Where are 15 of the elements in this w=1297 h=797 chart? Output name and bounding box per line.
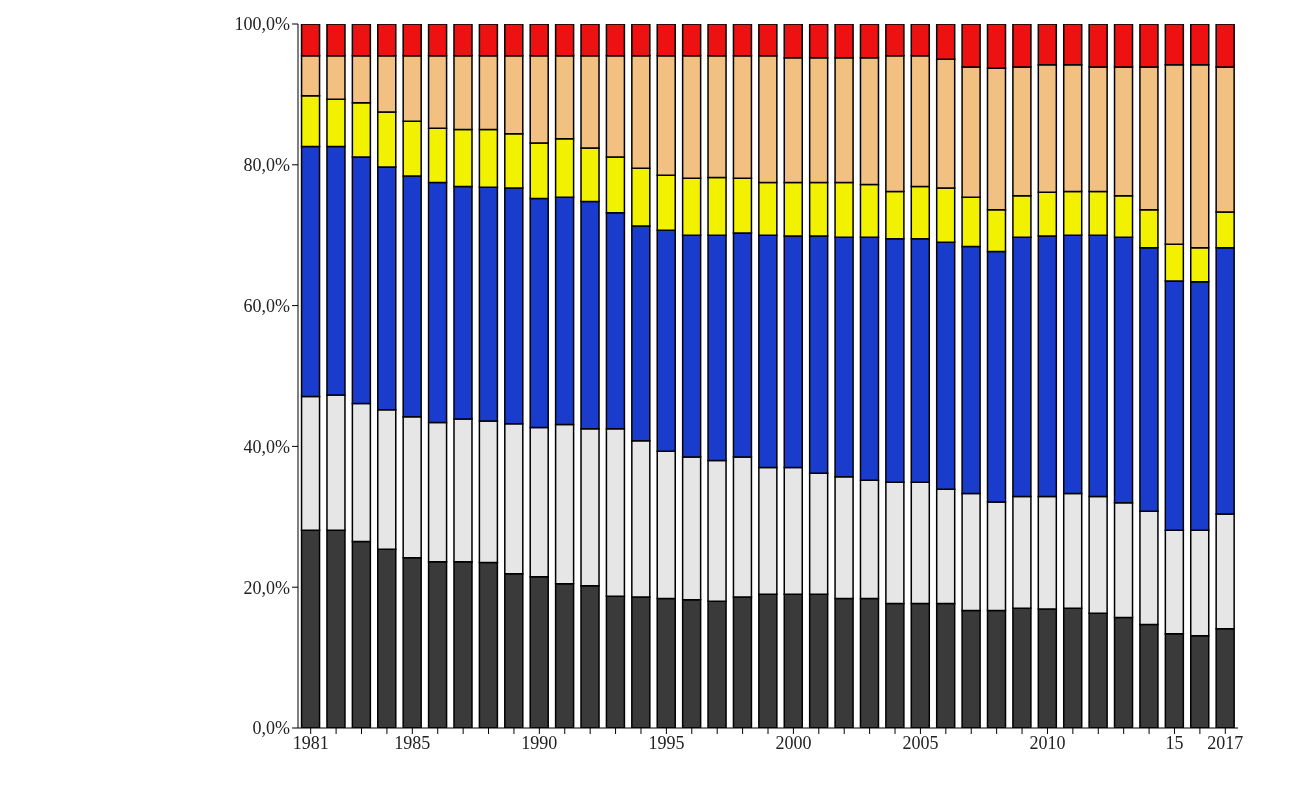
x-tick-label: 1985 (394, 732, 431, 753)
y-tick-label: 60,0% (243, 295, 290, 316)
x-tick-label: 1990 (521, 732, 558, 753)
y-tick-label: 40,0% (243, 436, 290, 457)
x-tick-label: 2000 (775, 732, 812, 753)
x-tick-label: 1981 (292, 732, 329, 753)
x-tick-label: 2005 (902, 732, 939, 753)
x-tick-label: 2010 (1029, 732, 1066, 753)
y-tick-label: 20,0% (243, 577, 290, 598)
y-tick-label: 100,0% (234, 14, 290, 35)
y-tick-label: 80,0% (243, 155, 290, 176)
x-tick-label: 1995 (648, 732, 685, 753)
x-tick-label: 15 (1165, 732, 1184, 753)
x-tick-label: 2017 (1207, 732, 1244, 753)
y-tick-label: 0,0% (252, 718, 290, 739)
